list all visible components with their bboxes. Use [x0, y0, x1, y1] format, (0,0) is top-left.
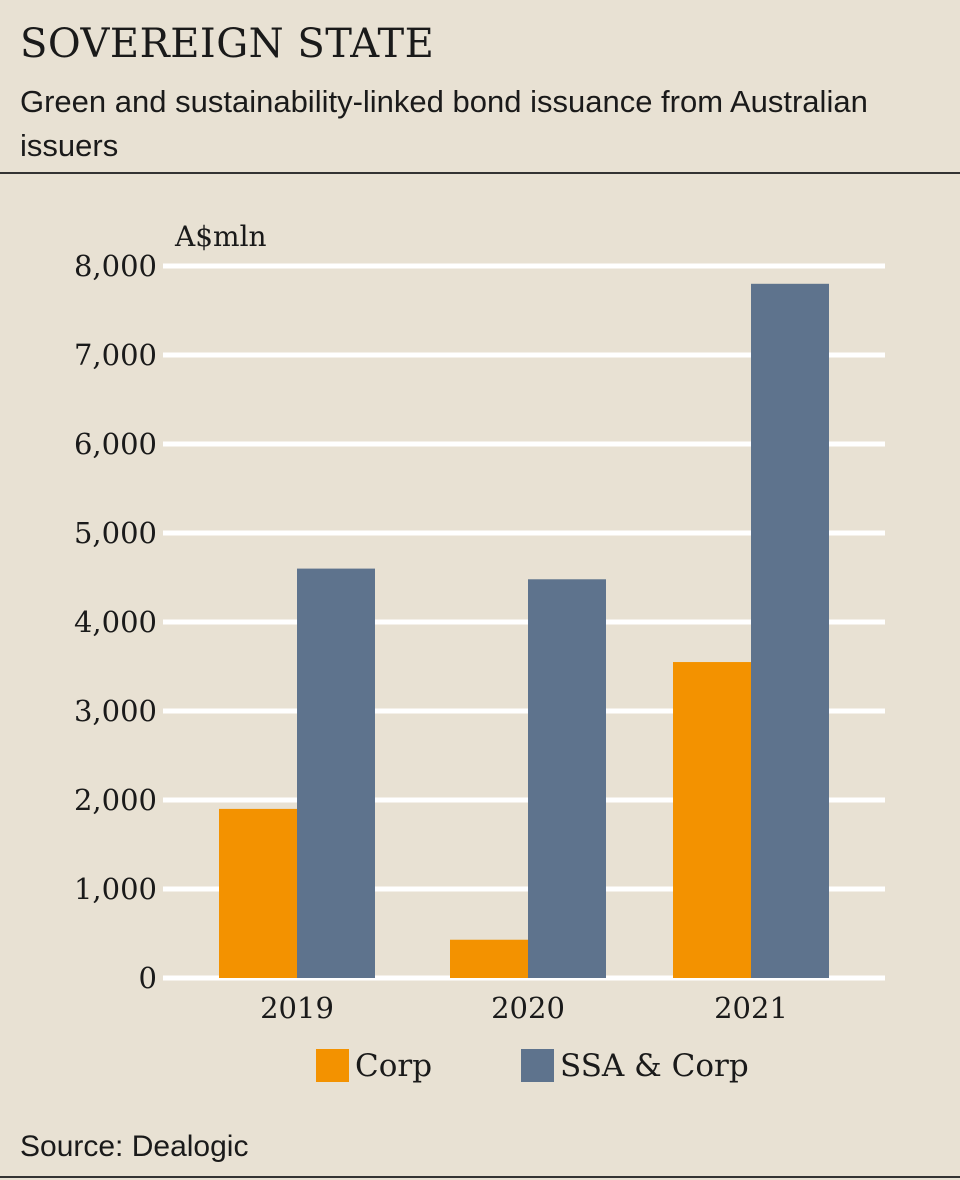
y-tick-label: 3,000 — [74, 694, 157, 728]
y-tick-label: 0 — [139, 961, 157, 995]
bar-ssa-corp-2019 — [297, 568, 375, 978]
legend-swatch-corp — [316, 1049, 349, 1082]
bar-corp-2020 — [450, 939, 528, 978]
y-tick-label: 5,000 — [74, 516, 157, 550]
chart-subtitle: Green and sustainability-linked bond iss… — [20, 84, 868, 163]
chart-title: SOVEREIGN STATE — [20, 21, 435, 67]
legend-swatch-ssa-corp — [521, 1049, 554, 1082]
bar-corp-2021 — [673, 662, 751, 978]
top-divider — [0, 172, 960, 174]
x-axis-ticks: 2019 2020 2021 — [260, 991, 788, 1025]
bar-ssa-corp-2021 — [751, 283, 829, 978]
y-tick-label: 6,000 — [74, 427, 157, 461]
y-axis-ticks: 0 1,000 2,000 3,000 4,000 5,000 6,000 7,000 8,00… — [74, 249, 157, 995]
x-tick-label: 2020 — [491, 991, 565, 1025]
bars — [219, 283, 829, 978]
legend-label-corp: Corp — [355, 1048, 432, 1084]
legend-label-ssa-corp: SSA & Corp — [560, 1048, 749, 1084]
x-tick-label: 2021 — [714, 991, 788, 1025]
source-note: Source: Dealogic — [20, 1130, 249, 1163]
y-tick-label: 7,000 — [74, 338, 157, 372]
bar-corp-2019 — [219, 808, 297, 978]
x-tick-label: 2019 — [260, 991, 334, 1025]
y-tick-label: 1,000 — [74, 872, 157, 906]
bottom-divider — [0, 1176, 960, 1178]
y-tick-label: 4,000 — [74, 605, 157, 639]
y-tick-label: 2,000 — [74, 783, 157, 817]
y-tick-label: 8,000 — [74, 249, 157, 283]
bar-ssa-corp-2020 — [528, 579, 606, 978]
legend: Corp SSA & Corp — [316, 1048, 749, 1084]
y-unit-label: A$mln — [174, 220, 267, 253]
